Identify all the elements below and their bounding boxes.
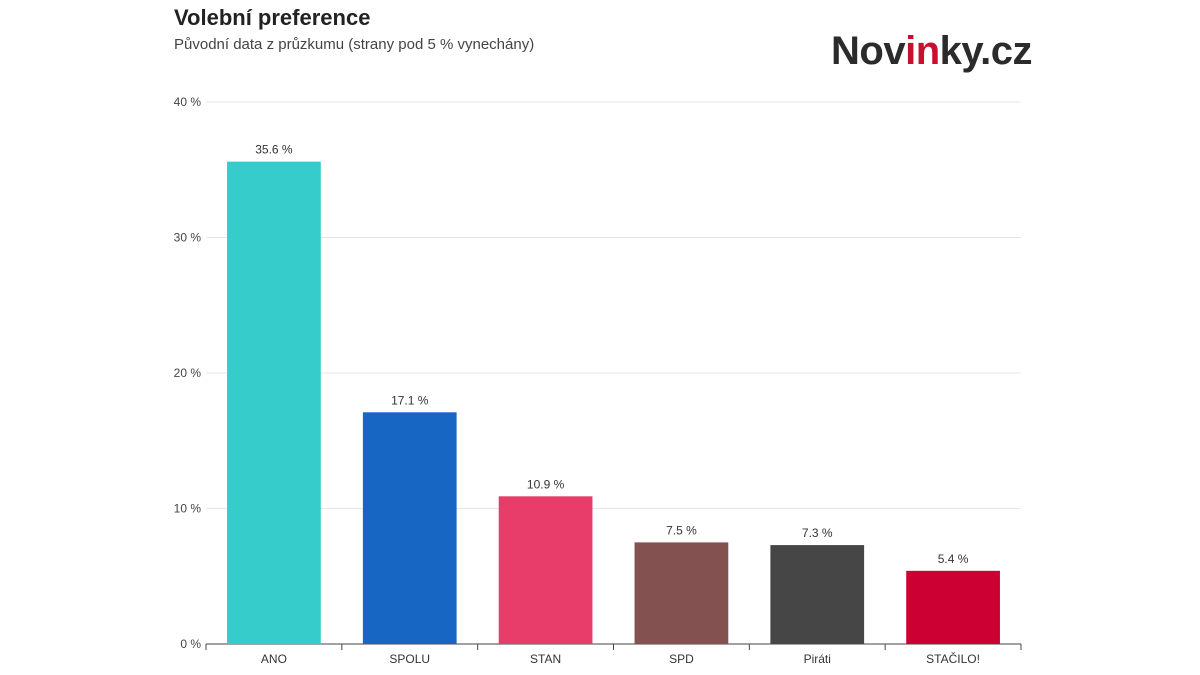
logo-text-accent: in xyxy=(905,29,940,73)
x-tick-label: STAN xyxy=(530,652,561,666)
y-tick-label: 0 % xyxy=(180,637,201,651)
data-label: 7.3 % xyxy=(802,526,833,540)
logo-text-part: ky.cz xyxy=(939,29,1033,73)
x-tick-label: STAČILO! xyxy=(926,651,980,666)
x-tick-label: ANO xyxy=(261,652,287,666)
data-label: 35.6 % xyxy=(255,143,293,157)
x-tick-label: SPD xyxy=(669,652,694,666)
novinky-logo: Novinky.cz xyxy=(831,27,1033,75)
y-tick-label: 40 % xyxy=(174,95,202,109)
data-label: 10.9 % xyxy=(527,477,565,491)
y-tick-label: 20 % xyxy=(174,366,202,380)
chart-subtitle: Původní data z průzkumu (strany pod 5 % … xyxy=(174,36,535,53)
x-tick-label: Piráti xyxy=(804,652,831,666)
bar xyxy=(634,542,729,644)
bar xyxy=(227,161,321,644)
x-tick-label: SPOLU xyxy=(389,652,430,666)
bar xyxy=(770,545,865,644)
bar xyxy=(906,570,1000,644)
chart-title: Volební preference xyxy=(174,5,371,30)
data-label: 5.4 % xyxy=(938,552,969,566)
bar xyxy=(498,496,593,644)
y-tick-label: 30 % xyxy=(174,231,202,245)
data-label: 17.1 % xyxy=(391,393,429,407)
logo-text-part: Nov xyxy=(831,29,906,73)
y-tick-label: 10 % xyxy=(174,502,202,516)
data-label: 7.5 % xyxy=(666,523,697,537)
bar xyxy=(362,412,457,644)
